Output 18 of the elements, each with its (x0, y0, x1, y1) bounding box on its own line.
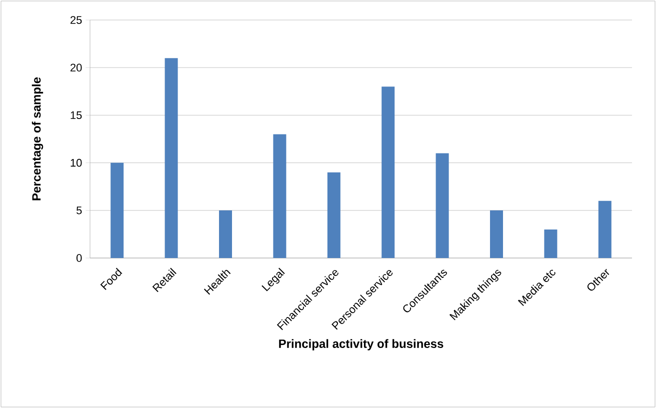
bar (544, 229, 558, 258)
bar (598, 200, 612, 258)
bar (382, 86, 395, 258)
x-axis-title: Principal activity of business (279, 339, 444, 350)
y-tick-label: 10 (70, 158, 82, 167)
bar (219, 210, 232, 258)
y-tick-label: 5 (76, 206, 82, 214)
bar (273, 134, 286, 258)
bar (327, 172, 340, 258)
y-tick-label: 0 (76, 254, 82, 262)
bar (436, 153, 449, 258)
y-axis-title: Percentage of sample (32, 77, 44, 200)
y-tick-label: 20 (70, 64, 82, 72)
bar (490, 210, 504, 258)
bar (164, 58, 178, 258)
y-tick-label: 25 (70, 16, 82, 24)
bar (110, 162, 124, 258)
y-tick-label: 15 (70, 111, 82, 120)
